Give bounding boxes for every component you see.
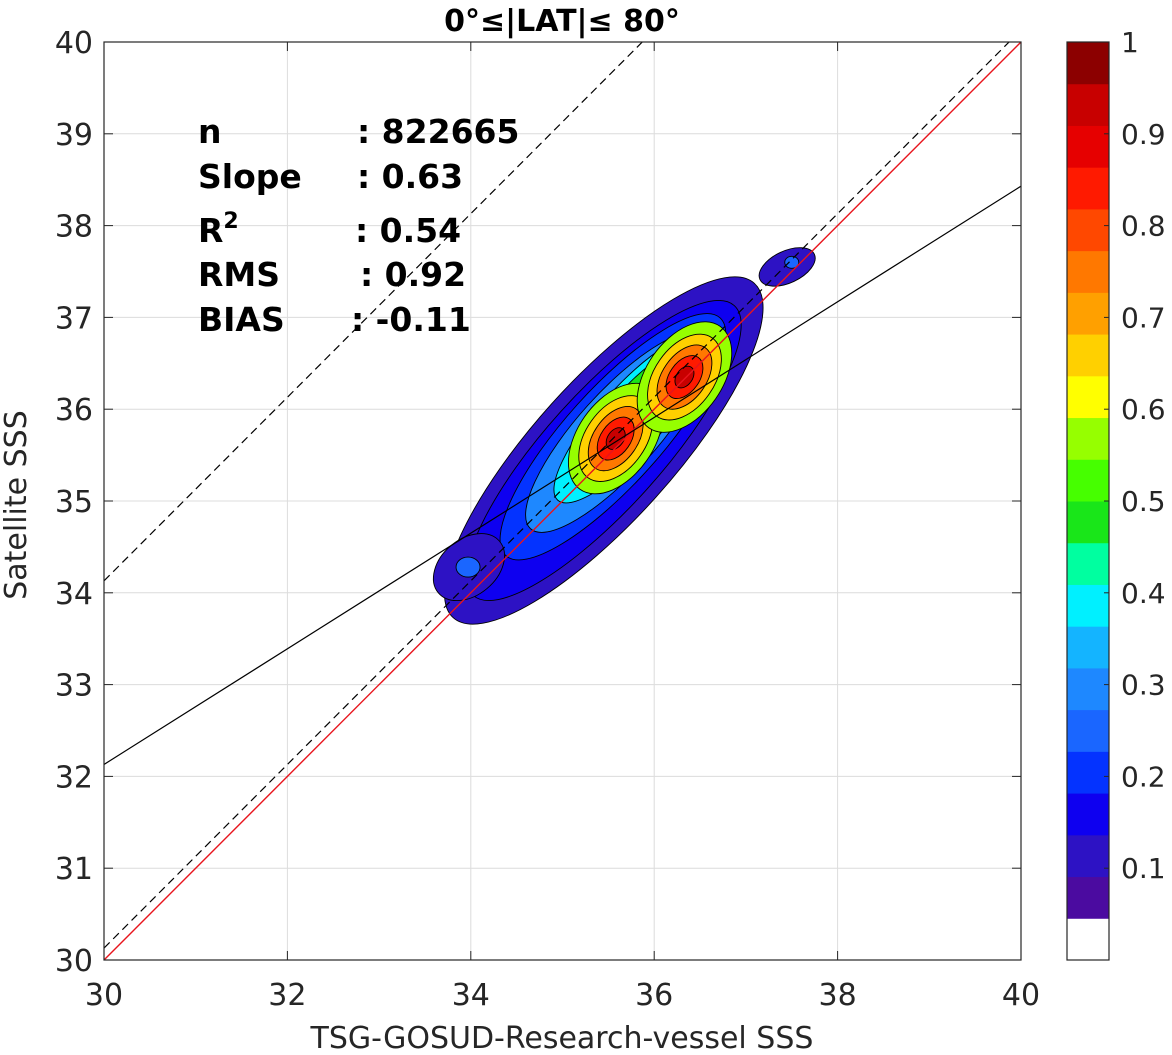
colorbar-tick-label: 0.9 [1121, 118, 1166, 151]
colorbar-tick-label: 0.1 [1121, 852, 1166, 885]
y-tick-label: 40 [55, 26, 93, 61]
x-tick-label: 30 [85, 978, 123, 1013]
colorbar-segment [1067, 292, 1109, 335]
y-tick-label: 36 [55, 393, 93, 428]
x-axis-label: TSG-GOSUD-Research-vessel SSS [310, 1021, 814, 1055]
stat-value-rms: : 0.92 [360, 255, 466, 294]
colorbar-segment [1067, 459, 1109, 502]
x-tick-labels: 30 32 34 36 38 40 [85, 978, 1040, 1013]
x-tick-label: 40 [1002, 978, 1040, 1013]
colorbar [1067, 42, 1109, 961]
axis-ticks [103, 41, 1022, 961]
one-to-one-line [104, 42, 1021, 960]
colorbar-segment [1067, 584, 1109, 627]
stat-value-n: : 822665 [357, 112, 519, 151]
colorbar-tick-label: 0.2 [1121, 760, 1166, 793]
colorbar-segment [1067, 167, 1109, 210]
colorbar-segment [1067, 918, 1109, 961]
reference-lines [104, 42, 1021, 960]
stat-label-n: n [198, 112, 222, 151]
colorbar-tick-label: 0.6 [1121, 393, 1166, 426]
density-peak-1-level-4 [674, 365, 695, 389]
colorbar-segment [1067, 250, 1109, 293]
colorbar-tick-label: 0.5 [1121, 485, 1166, 518]
x-tick-label: 38 [819, 978, 857, 1013]
stat-label-r2: R2 [198, 209, 239, 250]
lower-bound-line [104, 42, 1010, 949]
colorbar-segment [1067, 501, 1109, 544]
colorbar-tick-label: 0.7 [1121, 301, 1166, 334]
chart-title: 0°≤|LAT|≤ 80° [444, 4, 680, 39]
y-axis-label: Satellite SSS [0, 410, 34, 600]
density-contours [432, 247, 816, 625]
y-tick-label: 33 [55, 669, 93, 704]
colorbar-tick-label: 0.4 [1121, 577, 1166, 610]
colorbar-segment [1067, 542, 1109, 585]
y-tick-labels: 30 31 32 33 34 35 36 37 38 39 40 [55, 26, 93, 979]
stat-value-bias: : -0.11 [351, 300, 471, 339]
x-tick-label: 32 [268, 978, 306, 1013]
y-tick-label: 35 [55, 485, 93, 520]
colorbar-segment [1067, 125, 1109, 168]
colorbar-segment [1067, 626, 1109, 669]
x-tick-label: 36 [635, 978, 673, 1013]
colorbar-segment [1067, 83, 1109, 126]
y-tick-label: 34 [55, 577, 93, 612]
colorbar-tick-label: 0.3 [1121, 669, 1166, 702]
stats-box: n : 822665 Slope : 0.63 R2 : 0.54 RMS : … [198, 112, 519, 339]
stat-label-bias: BIAS [198, 300, 285, 339]
regression-line [104, 185, 1021, 765]
y-tick-label: 38 [55, 210, 93, 245]
colorbar-tick-label: 0.8 [1121, 210, 1166, 243]
y-tick-label: 31 [55, 852, 93, 887]
colorbar-tick-labels: 0.1 0.2 0.3 0.4 0.5 0.6 0.7 0.8 0.9 1 [1104, 26, 1166, 885]
colorbar-segment [1067, 42, 1109, 85]
colorbar-segment [1067, 834, 1109, 878]
colorbar-segment [1067, 334, 1109, 377]
colorbar-segment [1067, 751, 1109, 794]
stat-value-slope: : 0.63 [357, 157, 463, 196]
stat-value-r2: : 0.54 [355, 211, 461, 250]
density-contour-tail-low-core [455, 556, 481, 578]
stat-label-rms: RMS [198, 255, 280, 294]
colorbar-segment [1067, 709, 1109, 752]
colorbar-segment [1067, 375, 1109, 419]
density-contour-tail-high-core [784, 255, 800, 269]
y-tick-label: 32 [55, 760, 93, 795]
stat-label-slope: Slope [198, 157, 302, 196]
colorbar-segment [1067, 208, 1109, 252]
y-tick-label: 39 [55, 118, 93, 153]
y-tick-label: 30 [55, 944, 93, 979]
colorbar-segment [1067, 417, 1109, 460]
colorbar-tick-label: 1 [1121, 26, 1139, 59]
colorbar-segment [1067, 876, 1109, 919]
y-tick-label: 37 [55, 301, 93, 336]
colorbar-segment [1067, 793, 1109, 836]
colorbar-segment [1067, 667, 1109, 711]
x-tick-label: 34 [452, 978, 490, 1013]
